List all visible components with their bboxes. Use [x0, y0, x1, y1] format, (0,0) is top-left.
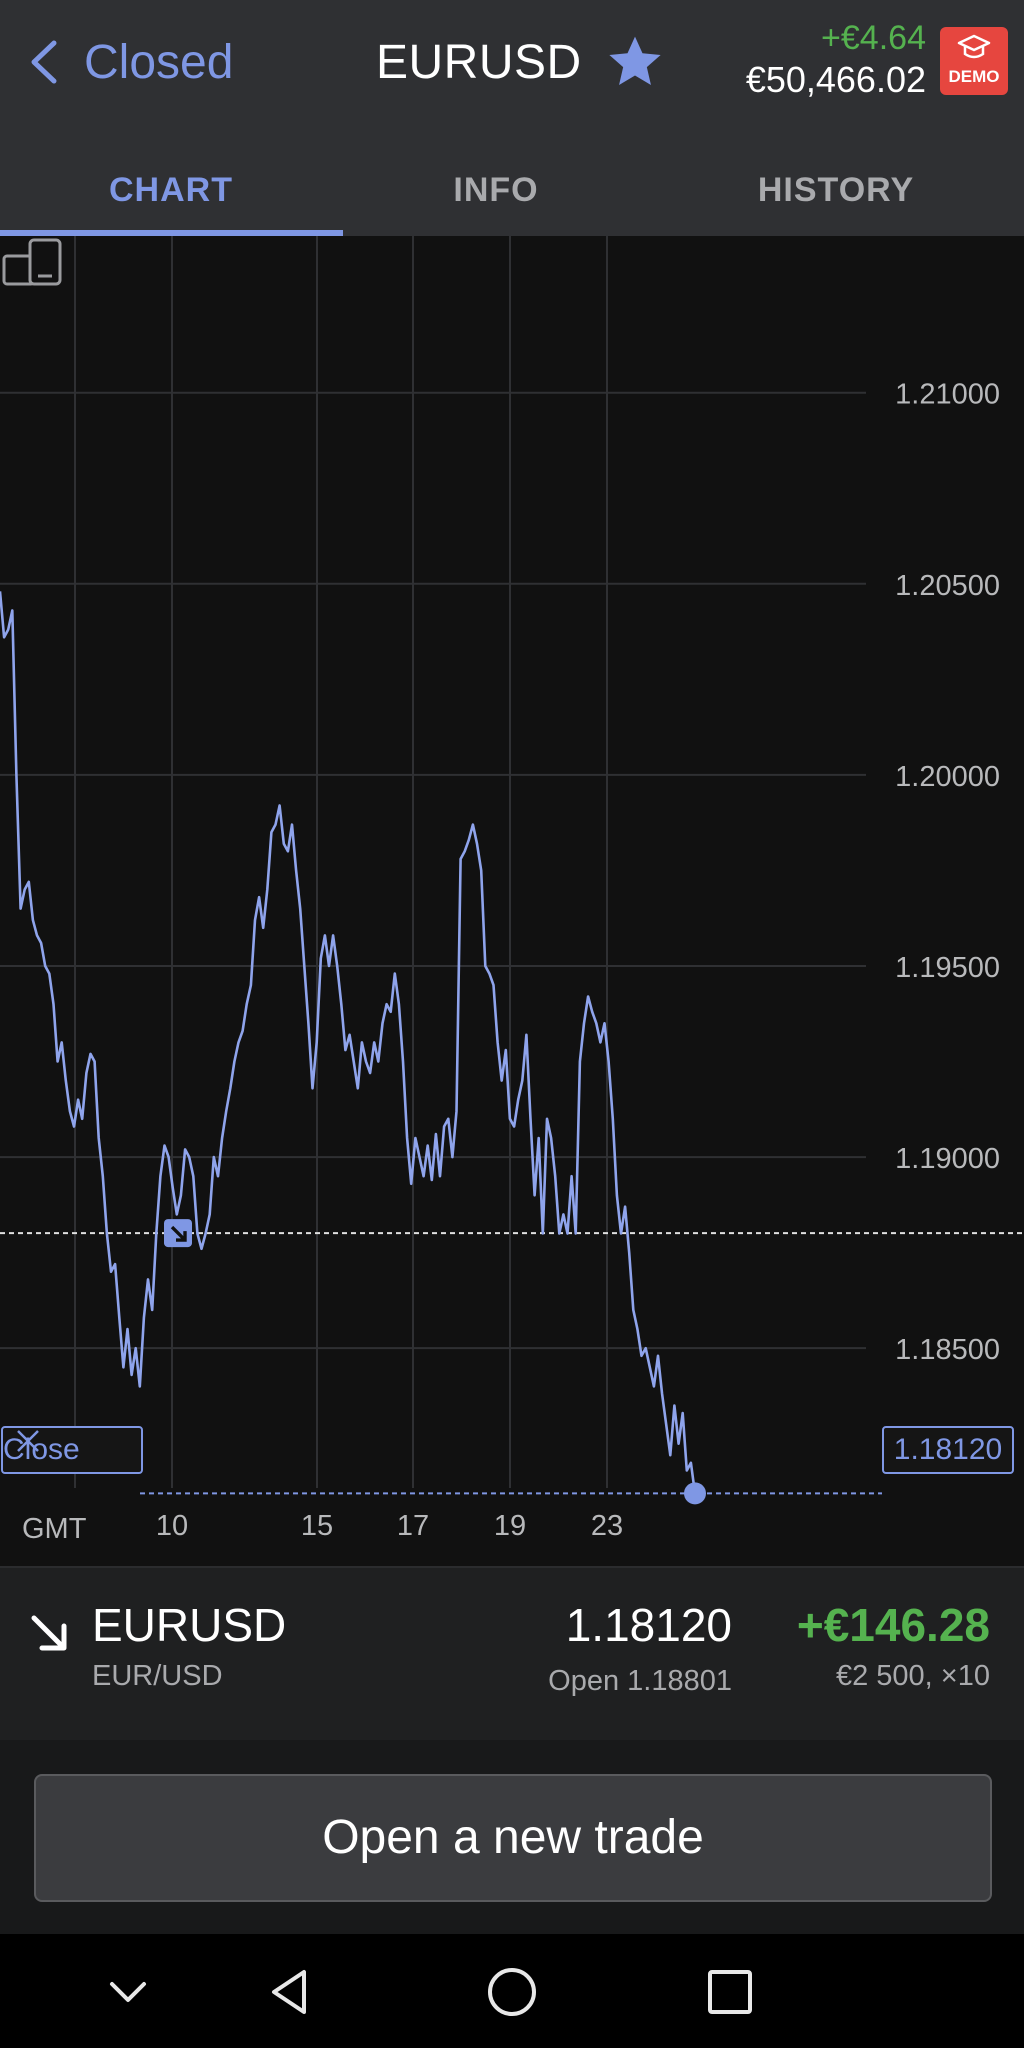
graduation-cap-icon: [957, 34, 991, 59]
x-tick-label: 15: [301, 1510, 333, 1542]
account-balance: €50,466.02: [745, 59, 926, 100]
price-chart-svg: 1.21000 1.20500 1.20000 1.19500 1.19000 1.185…: [0, 236, 1024, 1545]
y-tick-label: 1.20000: [895, 761, 1000, 793]
demo-badge[interactable]: DEMO: [940, 27, 1008, 95]
chart-grid: [0, 236, 866, 1488]
position-current-price: 1.18120: [565, 1599, 732, 1651]
y-tick-label: 1.19000: [895, 1143, 1000, 1175]
tab-bar: CHART INFO HISTORY: [0, 135, 1024, 236]
position-open-price: Open 1.18801: [548, 1665, 732, 1697]
rotate-device-icon[interactable]: [0, 236, 66, 288]
close-position-button[interactable]: Close: [1, 1426, 143, 1474]
instrument-title: EURUSD: [376, 35, 582, 89]
trade-entry-marker[interactable]: [164, 1219, 192, 1248]
demo-label: DEMO: [948, 67, 1000, 86]
price-series-line: [0, 591, 697, 1494]
y-axis-ticks: 1.21000 1.20500 1.20000 1.19500 1.19000 1.185…: [895, 379, 1000, 1366]
current-price-tag: 1.18120: [882, 1426, 1014, 1474]
x-axis-ticks: 10 15 17 19 23: [156, 1510, 623, 1542]
tab-info[interactable]: INFO: [453, 171, 539, 209]
favorite-star-icon[interactable]: [606, 33, 664, 91]
y-tick-label: 1.20500: [895, 570, 1000, 602]
price-chart[interactable]: 1.21000 1.20500 1.20000 1.19500 1.19000 1.185…: [0, 236, 1024, 1566]
x-tick-label: 19: [494, 1510, 526, 1542]
tab-history[interactable]: HISTORY: [757, 171, 915, 209]
hide-keyboard-icon[interactable]: [98, 1962, 158, 2022]
y-tick-label: 1.21000: [895, 379, 1000, 411]
x-tick-label: 10: [156, 1510, 188, 1542]
recent-apps-square-icon[interactable]: [700, 1962, 760, 2022]
x-tick-label: 23: [591, 1510, 623, 1542]
app-header: Closed EURUSD +€4.64 €50,466.02 DEMO: [0, 0, 1024, 135]
chevron-left-icon: [31, 40, 57, 84]
down-right-arrow-icon: [31, 1615, 67, 1651]
y-tick-label: 1.19500: [895, 952, 1000, 984]
action-area: Open a new trade: [0, 1740, 1024, 1934]
close-x-icon: [17, 1430, 39, 1452]
back-button[interactable]: Closed: [26, 30, 233, 94]
position-size: €2 500, ×10: [835, 1660, 990, 1692]
position-symbol: EURUSD: [92, 1599, 287, 1651]
position-row[interactable]: EURUSD EUR/USD 1.18120 Open 1.18801 +€14…: [0, 1566, 1024, 1740]
back-triangle-icon[interactable]: [262, 1962, 322, 2022]
active-tab-indicator: [0, 230, 343, 236]
x-tick-label: 17: [397, 1510, 429, 1542]
open-new-trade-button[interactable]: Open a new trade: [34, 1774, 992, 1902]
close-label: Close: [3, 1433, 80, 1466]
system-navigation-bar: [0, 1934, 1024, 2048]
position-pair: EUR/USD: [92, 1660, 223, 1692]
home-circle-icon[interactable]: [482, 1962, 542, 2022]
current-price-dot: [684, 1482, 706, 1505]
account-summary: +€4.64 €50,466.02: [746, 18, 926, 102]
tab-chart[interactable]: CHART: [109, 171, 233, 209]
position-profit: +€146.28: [796, 1599, 990, 1651]
account-pnl: +€4.64: [821, 19, 926, 57]
x-axis-label: GMT: [22, 1513, 87, 1545]
y-tick-label: 1.18500: [895, 1334, 1000, 1366]
instrument-title-group: EURUSD: [376, 30, 664, 94]
back-label: Closed: [84, 35, 234, 89]
